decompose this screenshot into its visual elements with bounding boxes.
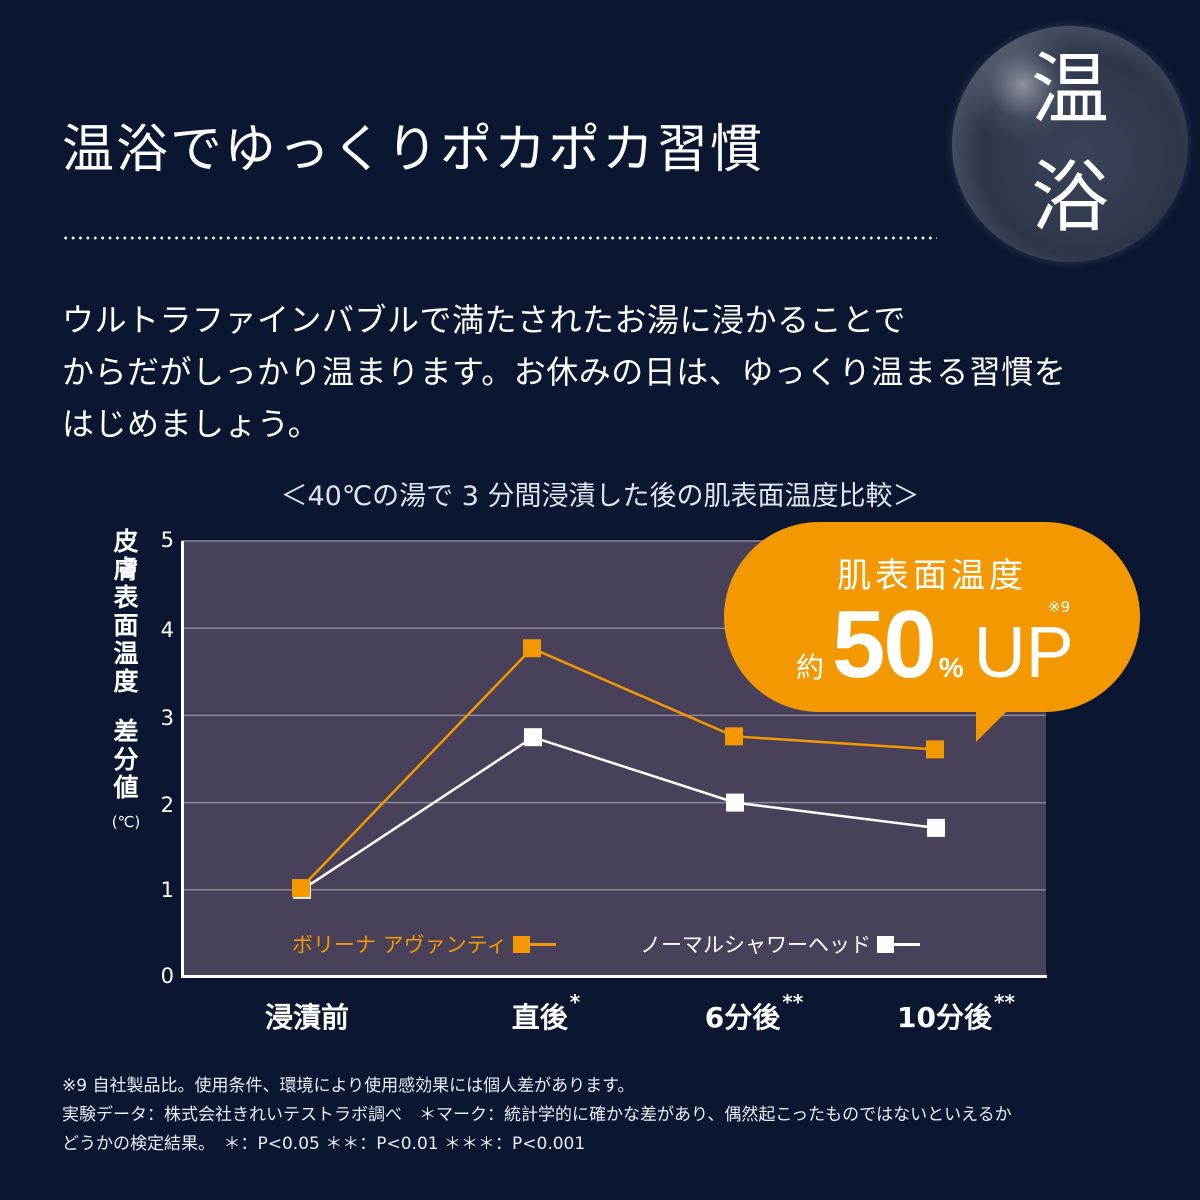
y-label-char: 膚 bbox=[113, 555, 139, 584]
line-segment-icon bbox=[894, 942, 920, 946]
bubble-text: 温 浴 bbox=[952, 36, 1188, 252]
x-tick: 6分後 ** bbox=[704, 990, 804, 1034]
y-label-char: 差 bbox=[113, 717, 139, 746]
line-segment-icon bbox=[530, 942, 557, 946]
y-tick: 4 bbox=[160, 618, 174, 642]
y-label-char: 面 bbox=[113, 611, 139, 640]
x-tick: 直後 * bbox=[511, 990, 581, 1034]
callout-footnote-ref: ※9 bbox=[1048, 598, 1071, 616]
legend-item-normal: ノーマルシャワーヘッド bbox=[640, 929, 920, 959]
footnote-line: どうかの検定結果。 ＊：P<0.05 ＊＊：P<0.01 ＊＊＊：P<0.001 bbox=[62, 1134, 586, 1154]
y-axis-line bbox=[181, 541, 184, 978]
y-label-char: 表 bbox=[113, 583, 139, 612]
y-tick: 5 bbox=[160, 528, 174, 552]
legend-label: ボリーナ アヴァンティ bbox=[292, 933, 508, 957]
footnote-line: 実験データ：株式会社きれいテストラボ調べ ＊マーク：統計学的に確かな差があり、偶… bbox=[62, 1105, 1012, 1125]
y-label-char: 度 bbox=[113, 667, 139, 696]
lead-paragraph: ウルトラファインバブルで満たされたお湯に浸かることで からだがしっかり温まります… bbox=[62, 294, 1066, 450]
legend-item-avanti: ボリーナ アヴァンティ bbox=[292, 929, 557, 959]
footnotes: ※9 自社製品比。使用条件、環境により使用感効果には個人差があります。 実験デー… bbox=[62, 1072, 1012, 1159]
y-label-unit: (℃) bbox=[111, 813, 141, 831]
badge-char-1: 温 bbox=[1030, 45, 1109, 135]
square-marker-icon bbox=[513, 935, 531, 953]
footnote-line: ※9 自社製品比。使用条件、環境により使用感効果には個人差があります。 bbox=[62, 1076, 635, 1096]
callout-approx: 約 bbox=[796, 651, 825, 684]
x-tick: 浸漬前 bbox=[264, 1001, 350, 1034]
x-axis-line bbox=[181, 975, 1047, 978]
bath-bubble-badge: 温 浴 bbox=[952, 26, 1188, 262]
callout-value: 約50% UP bbox=[796, 590, 1074, 700]
y-tick: 3 bbox=[160, 706, 174, 730]
lead-line: からだがしっかり温まります。お休みの日は、ゆっくり温まる習慣を bbox=[62, 353, 1067, 391]
square-marker-icon bbox=[877, 935, 894, 953]
dotted-divider bbox=[62, 236, 937, 240]
callout-number: 50 bbox=[832, 591, 937, 698]
x-tick: 10分後 ** bbox=[897, 990, 1015, 1034]
callout-bubble: 肌表面温度 約50% UP ※9 bbox=[724, 522, 1140, 712]
y-label-char: 皮 bbox=[113, 527, 139, 556]
legend-label: ノーマルシャワーヘッド bbox=[640, 933, 871, 957]
y-tick: 2 bbox=[160, 793, 174, 817]
lead-line: ウルトラファインバブルで満たされたお湯に浸かることで bbox=[62, 301, 907, 339]
callout-heading: 肌表面温度 bbox=[837, 556, 1027, 596]
y-label-char: 分 bbox=[113, 745, 139, 774]
y-label-char: 温 bbox=[113, 639, 139, 668]
badge-char-2: 浴 bbox=[1030, 153, 1109, 243]
y-axis-label: 皮 膚 表 面 温 度 差 分 値 (℃) bbox=[108, 528, 144, 836]
y-tick: 1 bbox=[160, 878, 174, 902]
lead-line: はじめましょう。 bbox=[62, 405, 321, 443]
callout-percent: % bbox=[938, 652, 964, 683]
y-label-gap bbox=[108, 696, 144, 718]
callout-up: UP bbox=[973, 613, 1074, 693]
y-label-char: 値 bbox=[113, 773, 139, 802]
y-tick: 0 bbox=[160, 964, 174, 988]
page-title: 温浴でゆっくりポカポカ習慣 bbox=[62, 120, 765, 180]
chart-caption: ＜40℃の湯で 3 分間浸漬した後の肌表面温度比較＞ bbox=[280, 481, 920, 512]
